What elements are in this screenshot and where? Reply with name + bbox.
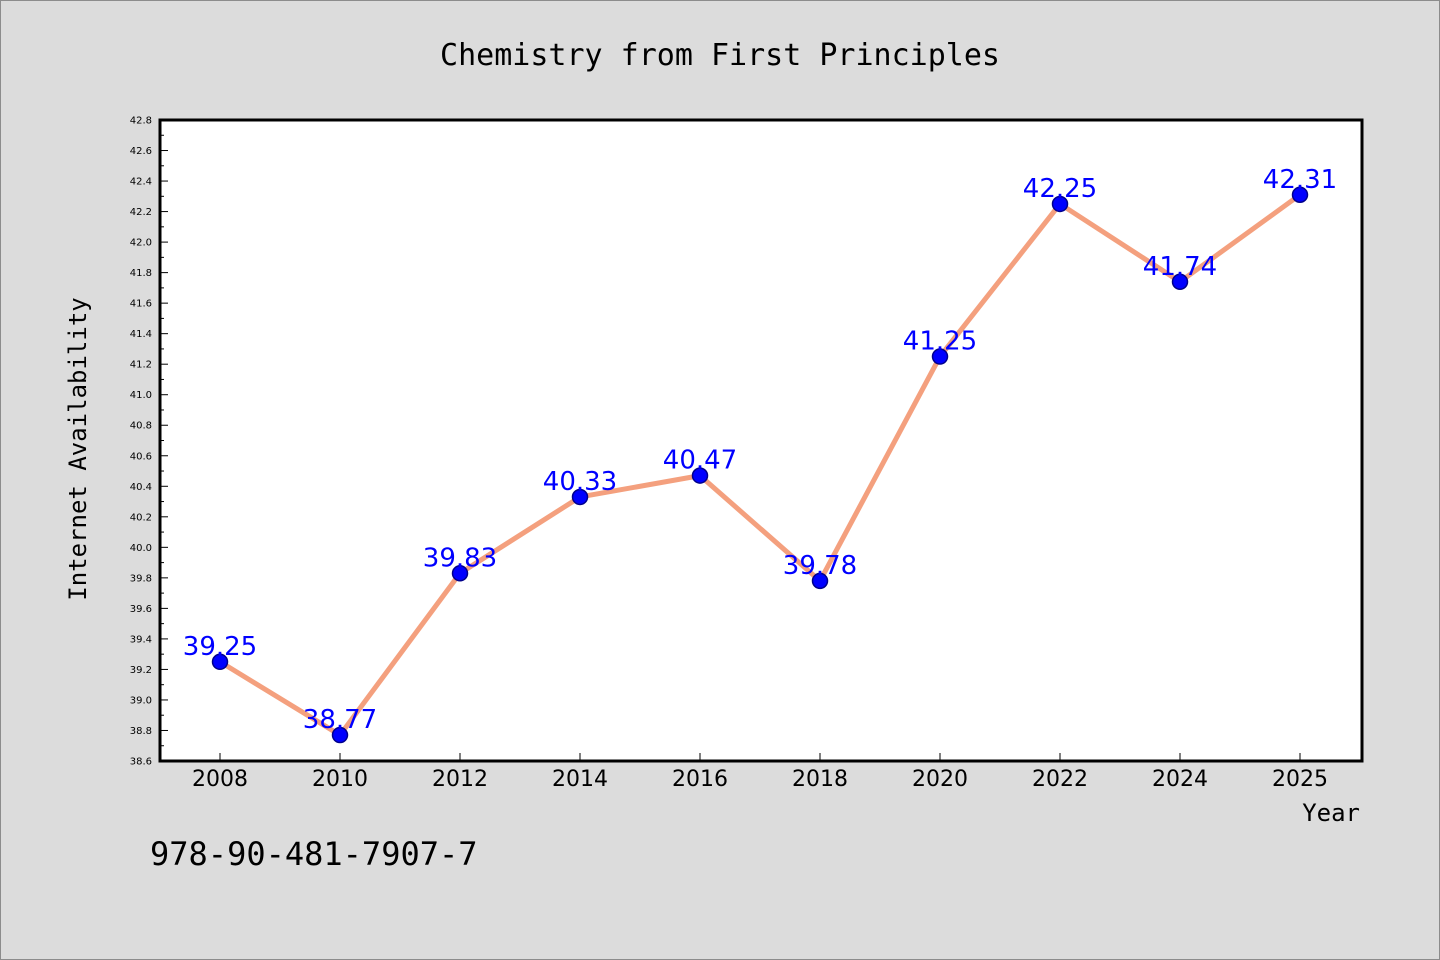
y-tick-label: 40.0 [130,543,152,554]
y-tick-label: 41.2 [130,360,152,371]
y-tick-label: 38.6 [130,757,152,768]
y-axis: 38.6 38.8 39.0 39.2 39.4 39.6 39.8 40.0 40.2 40.4… [130,116,168,768]
series-layer [211,186,1309,744]
data-point [211,653,229,671]
x-tick-label: 2018 [792,767,848,792]
x-tick-label: 2025 [1272,767,1328,792]
y-tick-label: 41.4 [130,329,152,340]
data-label: 39.78 [783,551,857,581]
y-tick-label: 39.6 [130,604,152,615]
x-tick-label: 2022 [1032,767,1088,792]
data-label: 42.25 [1023,174,1097,204]
data-point [1051,195,1069,213]
data-labels: 39.25 38.77 39.83 40.33 40.47 39.78 41.25 42.25… [183,165,1337,735]
x-tick-label: 2024 [1152,767,1208,792]
y-tick-label: 39.2 [130,665,152,676]
y-tick-label: 42.8 [130,116,152,127]
data-label: 40.47 [663,446,737,476]
y-tick-label: 40.6 [130,451,152,462]
data-label: 40.33 [543,467,617,497]
data-point [331,726,349,744]
y-tick-label: 39.8 [130,573,152,584]
y-tick-label: 42.4 [130,177,152,188]
data-point [571,488,589,506]
data-point [931,348,949,365]
y-tick-label: 42.2 [130,207,152,218]
data-label: 39.83 [423,543,497,573]
data-point [451,565,469,582]
y-tick-label: 40.4 [130,482,152,493]
series-line [217,192,1303,738]
chart-title: Chemistry from First Principles [440,38,1000,73]
data-label: 42.31 [1263,165,1337,195]
data-label: 41.25 [903,327,977,357]
y-axis-label: Internet Availability [64,297,92,600]
y-tick-label: 38.8 [130,726,152,737]
plot-area [158,118,1364,763]
x-tick-label: 2020 [912,767,968,792]
isbn-label: 978-90-481-7907-7 [150,835,478,873]
x-tick-label: 2008 [192,767,248,792]
x-tick-label: 2014 [552,767,608,792]
x-tick-label: 2012 [432,767,488,792]
x-axis: 2008 2010 2012 2014 2016 2018 2020 2022 2024 2025 [192,753,1328,792]
y-tick-label: 42.0 [130,238,152,249]
data-point [691,467,709,484]
data-point [1171,273,1189,291]
data-label: 38.77 [303,705,377,735]
data-label: 39.25 [183,632,257,662]
y-tick-label: 41.8 [130,268,152,279]
y-tick-label: 41.6 [130,299,152,310]
x-tick-label: 2016 [672,767,728,792]
data-label: 41.74 [1143,252,1217,282]
x-axis-label: Year [1302,799,1360,827]
x-tick-label: 2010 [312,767,368,792]
y-tick-label: 39.4 [130,634,152,645]
y-tick-label: 40.2 [130,512,152,523]
data-point [1291,186,1309,204]
y-tick-label: 42.6 [130,146,152,157]
y-tick-label: 39.0 [130,695,152,706]
y-tick-label: 40.8 [130,421,152,432]
data-point [811,572,829,590]
y-tick-label: 41.0 [130,390,152,401]
